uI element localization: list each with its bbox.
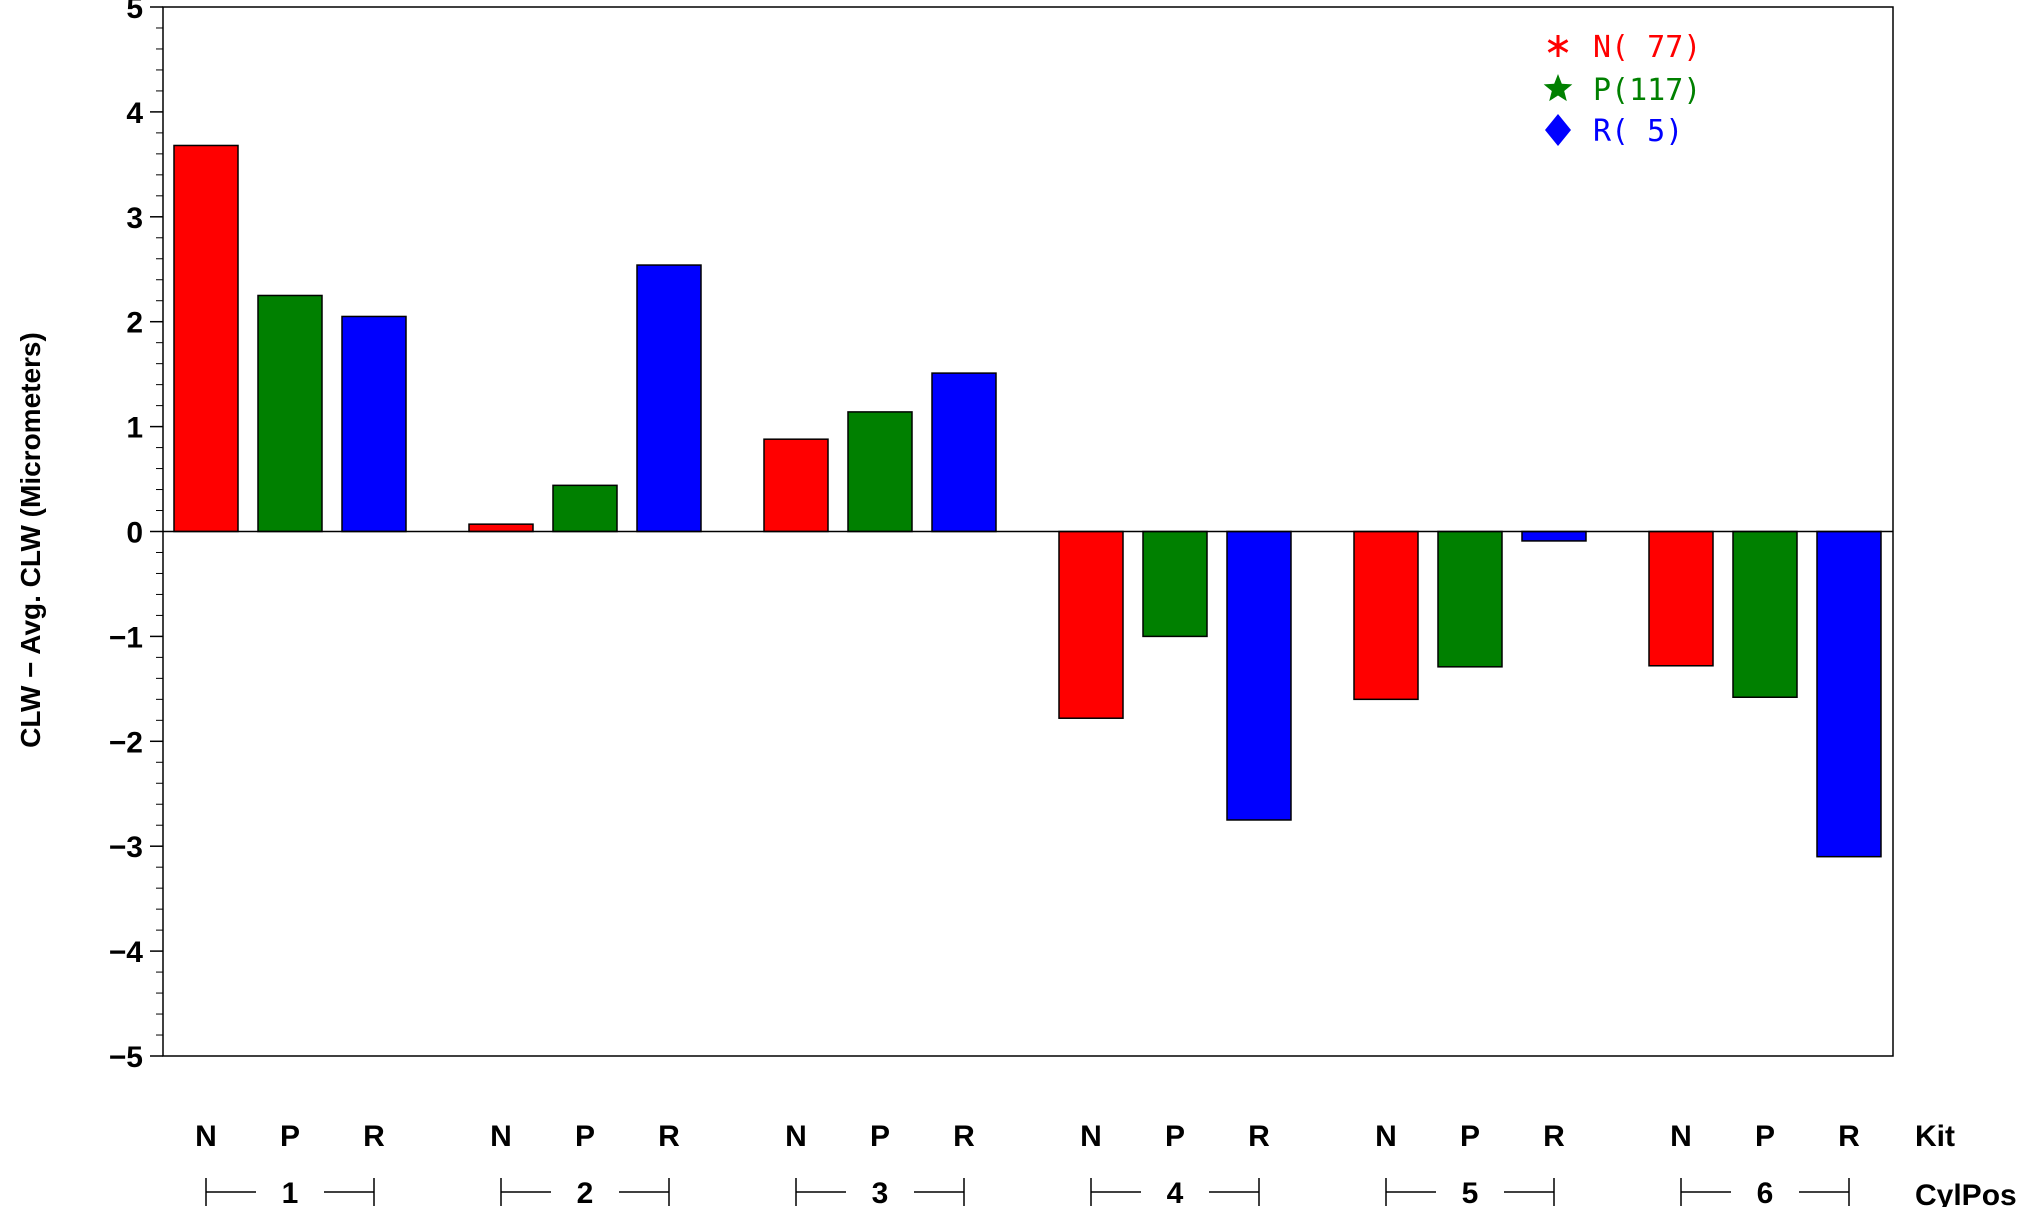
bar-n-group-5 (1353, 530, 1419, 701)
bar-p-group-3 (847, 411, 913, 533)
bar-n-group-6 (1648, 530, 1714, 667)
kit-label: R (363, 1120, 385, 1153)
legend-label-n: N( 77) (1593, 30, 1701, 65)
kit-label: R (1248, 1120, 1270, 1153)
y-tick-label: 5 (126, 0, 143, 25)
bar-p-group-4 (1142, 530, 1208, 638)
kit-label: N (195, 1120, 217, 1153)
bar-r-group-5 (1521, 530, 1587, 542)
kit-label: P (1460, 1120, 1480, 1153)
y-tick-label: 3 (126, 202, 143, 235)
kit-label: R (953, 1120, 975, 1153)
legend-label-p: P(117) (1593, 73, 1701, 108)
bar-n-group-2 (468, 523, 534, 533)
bar-n-group-1 (173, 144, 239, 533)
bar-n-group-4 (1058, 530, 1124, 719)
bar-r-group-2 (636, 264, 702, 533)
kit-label: P (280, 1120, 300, 1153)
bar-p-group-2 (552, 484, 618, 533)
y-tick-label: 1 (126, 412, 143, 445)
legend-label-r: R( 5) (1593, 114, 1683, 149)
y-axis: −5 −4 −3 −2 −1 0 1 2 3 4 5 (109, 0, 1893, 1074)
kit-label: P (1755, 1120, 1775, 1153)
kit-label: N (1670, 1120, 1692, 1153)
kit-label: P (1165, 1120, 1185, 1153)
cylpos-label: 1 (282, 1177, 299, 1207)
kit-label: N (1375, 1120, 1397, 1153)
bars-layer (173, 144, 1882, 858)
bar-r-group-6 (1816, 530, 1882, 858)
cylpos-axis-label: CylPos (1915, 1179, 2017, 1207)
kit-label: R (1543, 1120, 1565, 1153)
bar-r-group-3 (931, 372, 997, 533)
kit-label: N (490, 1120, 512, 1153)
asterisk-icon (1547, 35, 1569, 57)
cylpos-label: 6 (1757, 1177, 1774, 1207)
legend: N( 77) P(117) R( 5) (1543, 30, 1701, 149)
y-tick-label: 0 (126, 517, 143, 550)
cylpos-label: 5 (1462, 1177, 1479, 1207)
kit-label: R (658, 1120, 680, 1153)
bar-r-group-4 (1226, 530, 1292, 821)
kit-label: P (575, 1120, 595, 1153)
cylpos-label: 3 (872, 1177, 889, 1207)
y-tick-label: 4 (126, 97, 143, 130)
y-tick-label: 2 (126, 307, 143, 340)
bar-p-group-6 (1732, 530, 1798, 698)
y-tick-label: −4 (109, 936, 144, 969)
kit-label: P (870, 1120, 890, 1153)
kit-label: N (1080, 1120, 1102, 1153)
y-tick-label: −2 (109, 726, 143, 759)
kit-label: N (785, 1120, 807, 1153)
cylpos-label: 2 (577, 1177, 594, 1207)
x-axis-categories: N P R 1 N P R 2 N P R 3 N P R 4 N P R 5 N P R 6 (195, 1120, 1860, 1210)
kit-axis-label: Kit (1915, 1120, 1955, 1153)
bar-r-group-1 (341, 315, 407, 533)
y-tick-label: −3 (109, 831, 143, 864)
star-icon (1543, 74, 1573, 102)
kit-label: R (1838, 1120, 1860, 1153)
cylpos-label: 4 (1167, 1177, 1184, 1207)
y-tick-label: −1 (109, 621, 143, 654)
bar-p-group-5 (1437, 530, 1503, 668)
y-tick-label: −5 (109, 1041, 143, 1074)
bar-n-group-3 (763, 438, 829, 533)
diamond-icon (1545, 114, 1571, 146)
y-axis-title: CLW − Avg. CLW (Micrometers) (15, 332, 46, 748)
bar-p-group-1 (257, 294, 323, 533)
